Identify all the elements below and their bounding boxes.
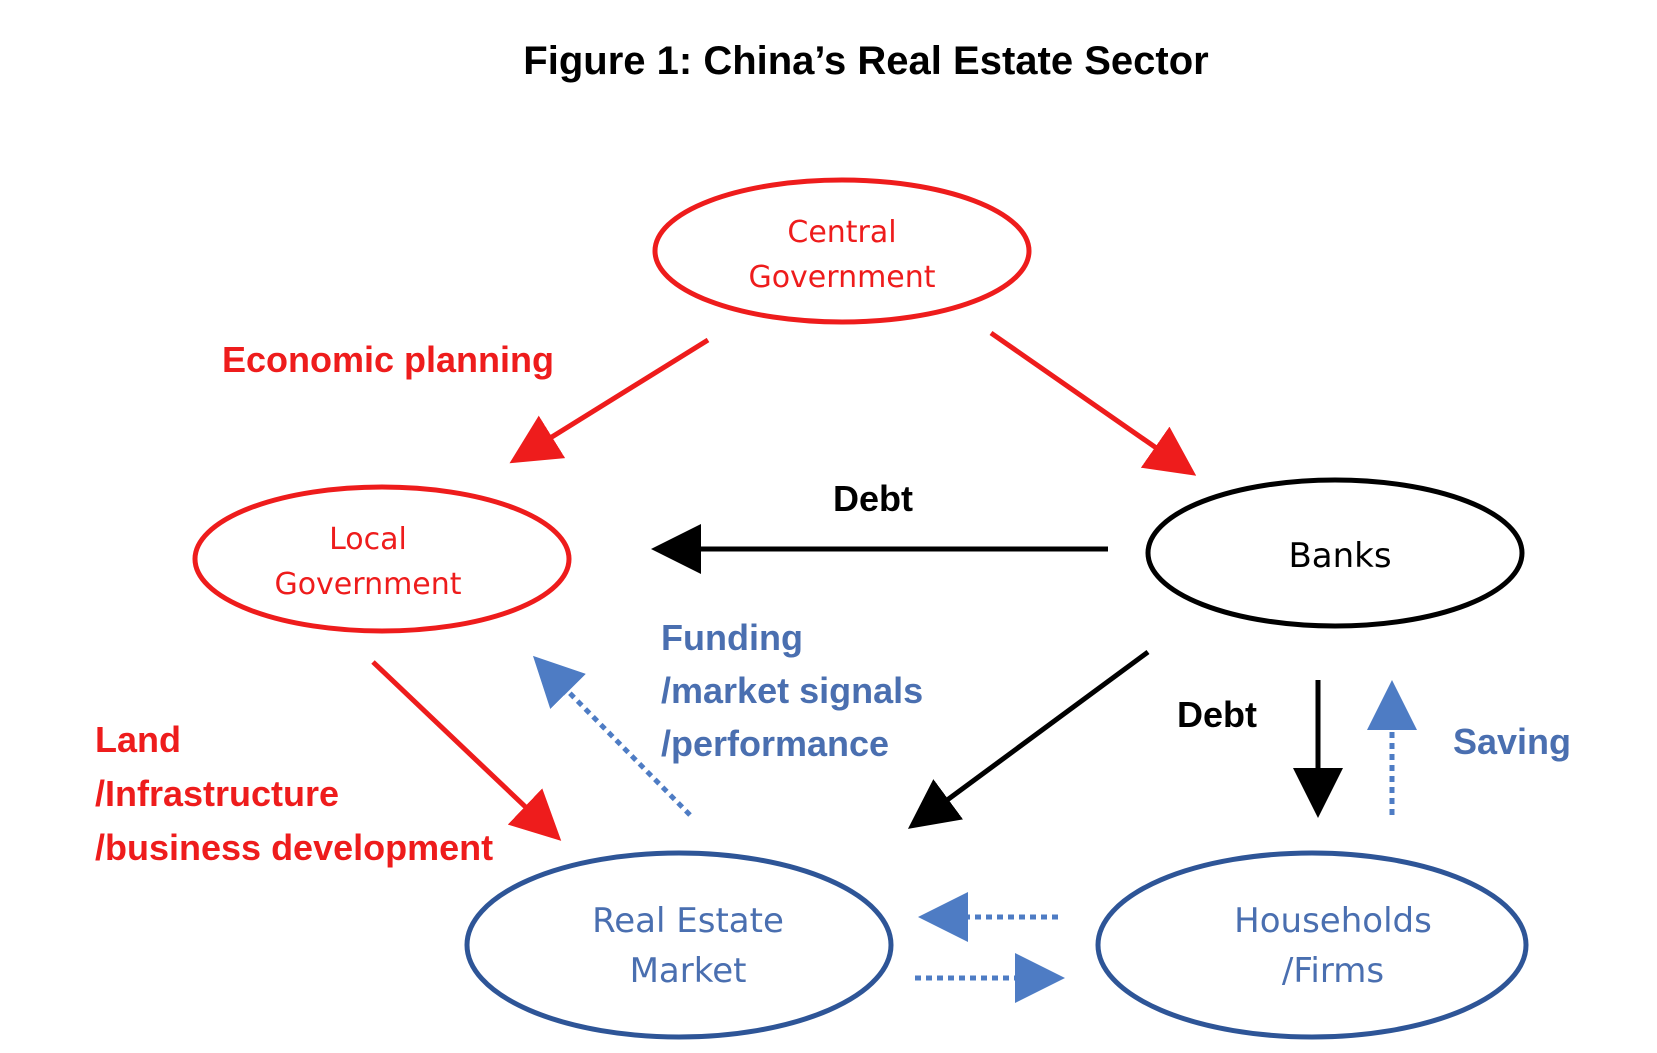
local-government-label-line1: Local	[329, 522, 407, 557]
funding-label-line3: /performance	[661, 723, 889, 764]
debt-top-label: Debt	[833, 478, 913, 519]
banks-node: Banks	[1145, 477, 1525, 629]
central-government-label-line2: Government	[748, 260, 935, 295]
central-government-label-line1: Central	[787, 215, 896, 250]
real-estate-market-node: Real Estate Market	[464, 850, 894, 1040]
real-estate-market-label-line2: Market	[630, 951, 747, 991]
real-estate-market-ellipse	[464, 850, 894, 1040]
central-government-ellipse	[652, 177, 1032, 325]
figure-title: Figure 1: China’s Real Estate Sector	[523, 39, 1208, 83]
households-firms-label-line2: /Firms	[1282, 951, 1384, 991]
local-government-label-line2: Government	[274, 567, 461, 602]
land-label-line3: /business development	[95, 827, 493, 868]
local-government-node: Local Government	[192, 484, 572, 634]
land-label-line1: Land	[95, 719, 181, 760]
banks-ellipse	[1145, 477, 1525, 629]
banks-label: Banks	[1288, 536, 1391, 576]
banks-to-real-estate-arrow	[907, 649, 1150, 829]
land-label-line2: /Infrastructure	[95, 773, 339, 814]
households-firms-ellipse	[1095, 850, 1529, 1040]
economic-planning-label: Economic planning	[222, 339, 554, 380]
households-firms-label-line1: Households	[1234, 901, 1432, 941]
households-firms-node: Households /Firms	[1095, 850, 1529, 1040]
real-estate-market-label-line1: Real Estate	[592, 901, 784, 941]
central-government-node: Central Government	[652, 177, 1032, 325]
saving-label: Saving	[1453, 721, 1571, 762]
central-to-local-arrow	[509, 337, 710, 464]
local-to-real-estate-arrow	[371, 660, 562, 841]
funding-label-line2: /market signals	[661, 670, 923, 711]
central-to-banks-arrow	[989, 330, 1197, 476]
debt-right-label: Debt	[1177, 694, 1257, 735]
local-government-ellipse	[192, 484, 572, 634]
funding-label-line1: Funding	[661, 617, 803, 658]
real-estate-to-local-funding-arrow	[532, 655, 692, 817]
